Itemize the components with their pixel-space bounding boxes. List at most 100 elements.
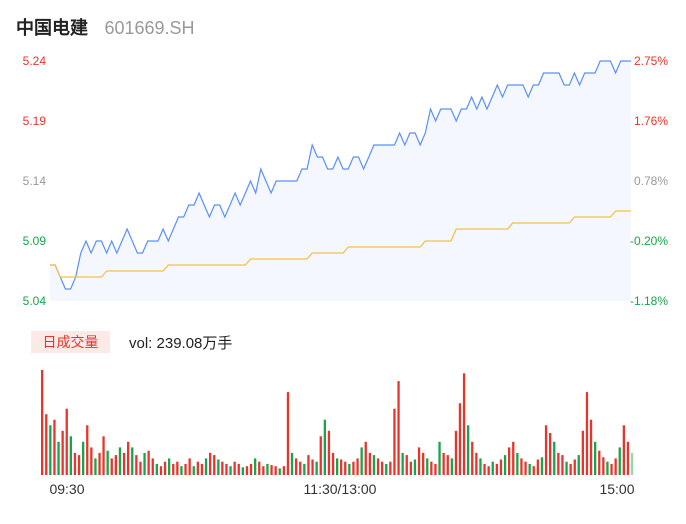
volume-bar — [409, 461, 412, 475]
volume-bar — [401, 452, 404, 475]
volume-bar — [200, 463, 204, 475]
volume-bar — [532, 466, 535, 475]
volume-bar — [471, 441, 474, 475]
y-tick-left: 5.19 — [23, 114, 47, 128]
volume-bar — [188, 458, 191, 475]
volume-bar — [307, 455, 310, 475]
volume-bar — [594, 441, 597, 475]
volume-bar — [245, 466, 249, 475]
x-tick-label: 09:30 — [49, 481, 84, 497]
volume-bar — [376, 458, 380, 475]
volume-bar — [278, 468, 281, 475]
volume-bar — [106, 450, 109, 475]
volume-bar — [413, 459, 417, 475]
volume-bar — [458, 403, 462, 475]
volume-bar — [168, 458, 171, 475]
volume-bar — [630, 452, 634, 475]
volume-bar — [61, 430, 64, 475]
volume-bar — [180, 466, 183, 475]
volume-bar — [561, 455, 564, 475]
volume-bar — [495, 463, 498, 475]
volume-bar — [438, 441, 441, 475]
volume-bar — [241, 467, 244, 475]
volume-bar — [65, 408, 68, 475]
volume-bar — [626, 441, 630, 475]
volume-bar — [53, 419, 56, 475]
y-tick-right: 2.75% — [634, 54, 668, 68]
volume-bar — [606, 461, 609, 475]
y-tick-left: 5.14 — [23, 174, 47, 188]
volume-bar — [520, 458, 523, 475]
y-tick-right: 1.76% — [634, 114, 668, 128]
volume-bar — [614, 458, 617, 475]
volume-bar — [254, 458, 257, 475]
volume-bar — [340, 459, 343, 475]
volume-bar — [147, 450, 150, 475]
volume-bar — [184, 463, 187, 475]
volume-bar — [192, 466, 195, 475]
volume-bar — [139, 461, 142, 475]
x-tick-label: 11:30/13:00 — [304, 481, 377, 497]
volume-bar — [524, 461, 527, 475]
volume-bar — [356, 458, 359, 475]
volume-bar — [155, 463, 158, 475]
volume-bar — [49, 425, 52, 475]
volume-bar — [368, 452, 371, 475]
volume-bar — [295, 458, 298, 475]
volume-bar — [286, 392, 290, 475]
volume-bar — [512, 441, 515, 475]
volume-bar — [69, 436, 72, 475]
volume-bar — [262, 466, 265, 475]
stock-code: 601669.SH — [104, 18, 195, 38]
volume-bar — [225, 463, 228, 475]
volume-bar — [462, 373, 466, 475]
volume-bar — [258, 461, 261, 475]
volume-bar — [331, 452, 335, 475]
volume-bar — [430, 461, 433, 475]
volume-bar — [557, 452, 560, 475]
volume-bar — [303, 463, 306, 475]
y-tick-left: 5.24 — [23, 54, 47, 68]
volume-bar — [589, 419, 593, 475]
volume-bar — [602, 457, 605, 475]
volume-bar — [397, 381, 400, 475]
y-tick-left: 5.04 — [23, 294, 47, 308]
volume-bar — [442, 452, 445, 475]
volume-bar — [479, 458, 482, 475]
volume-bar — [549, 433, 552, 475]
volume-bar — [98, 452, 101, 475]
volume-bar — [73, 452, 77, 475]
volume-bar — [503, 455, 507, 475]
volume-bar — [204, 458, 208, 475]
title: 中国电建 601669.SH — [16, 14, 195, 40]
volume-bar — [393, 408, 396, 475]
volume-bar — [483, 463, 486, 475]
y-tick-right: -1.18% — [630, 294, 668, 308]
volume-bar — [417, 447, 421, 475]
y-tick-right: -0.20% — [630, 234, 668, 248]
volume-bar — [467, 425, 470, 475]
volume-bar — [151, 458, 154, 475]
volume-bar — [434, 463, 437, 475]
volume-bar — [282, 466, 285, 475]
volume-bar — [274, 466, 277, 475]
volume-bar — [118, 447, 122, 475]
volume-bar — [499, 459, 503, 475]
volume-bar — [57, 441, 60, 475]
volume-bar — [176, 461, 179, 475]
volume-bar — [569, 463, 572, 475]
volume-bar — [336, 458, 339, 475]
volume-bar — [159, 466, 163, 475]
volume-bar — [196, 461, 199, 475]
y-tick-right: 0.78% — [634, 174, 668, 188]
volume-bar — [422, 452, 425, 475]
volume-bar — [446, 455, 449, 475]
volume-bar — [565, 461, 568, 475]
volume-bar — [266, 463, 269, 475]
volume-badge: 日成交量 — [31, 331, 110, 353]
y-tick-left: 5.09 — [23, 234, 47, 248]
price-line — [50, 60, 631, 290]
volume-bar — [610, 463, 613, 475]
volume-bar — [622, 425, 625, 475]
volume-bar — [491, 461, 494, 475]
